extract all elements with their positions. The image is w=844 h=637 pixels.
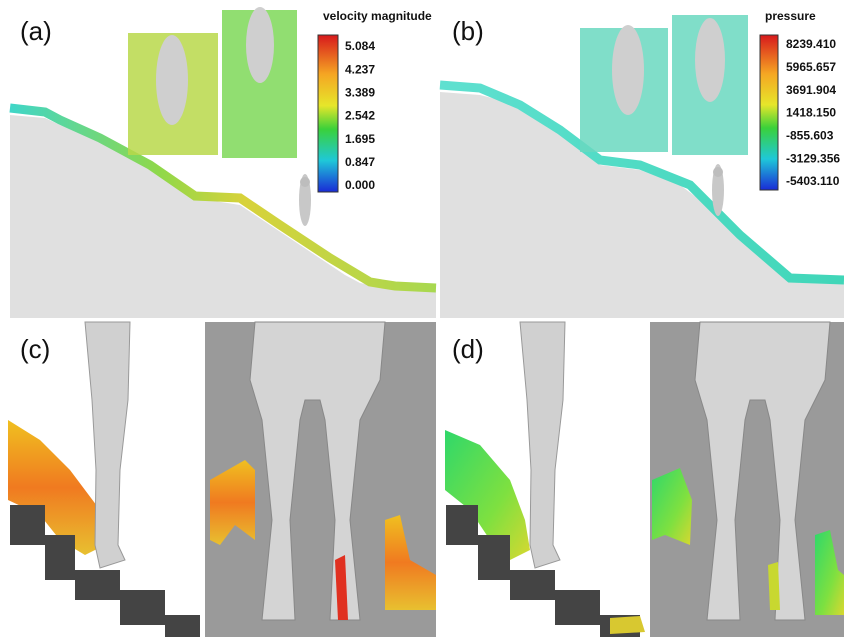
figure: (a) velocity magnitude 5.084 4.237 3.389 2.… bbox=[0, 0, 844, 637]
colorbar-label: -5403.110 bbox=[786, 174, 840, 188]
colorbar-label: 2.542 bbox=[345, 109, 375, 123]
panel-a: (a) velocity magnitude 5.084 4.237 3.389 2.… bbox=[0, 0, 436, 320]
panel-label: (c) bbox=[20, 334, 50, 364]
colorbar-label: 4.237 bbox=[345, 62, 375, 76]
inset-human bbox=[612, 25, 644, 115]
colorbar-title: pressure bbox=[765, 9, 816, 23]
colorbar-label: 5965.657 bbox=[786, 60, 836, 74]
colorbar bbox=[318, 35, 338, 192]
panel-label: (a) bbox=[20, 16, 52, 46]
colorbar-label: 0.847 bbox=[345, 155, 375, 169]
flow-patch bbox=[768, 562, 780, 610]
panel-d: (d) bbox=[438, 322, 844, 637]
inset-human bbox=[156, 35, 188, 125]
colorbar-label: 1418.150 bbox=[786, 106, 836, 120]
panel-c: (c) bbox=[0, 322, 436, 637]
inset-human bbox=[246, 7, 274, 83]
colorbar-label: -855.603 bbox=[786, 129, 834, 143]
flow-patch bbox=[610, 616, 645, 634]
colorbar-label: 8239.410 bbox=[786, 37, 836, 51]
colorbar bbox=[760, 35, 778, 190]
panel-label: (b) bbox=[452, 16, 484, 46]
colorbar-label: 3691.904 bbox=[786, 83, 836, 97]
colorbar-label: 5.084 bbox=[345, 39, 375, 53]
colorbar-label: 0.000 bbox=[345, 178, 375, 192]
colorbar-label: 1.695 bbox=[345, 132, 375, 146]
colorbar-title: velocity magnitude bbox=[323, 9, 432, 23]
panel-label: (d) bbox=[452, 334, 484, 364]
panel-b: (b) pressure 8239.410 5965.657 3691.904 141… bbox=[438, 0, 844, 320]
colorbar-label: -3129.356 bbox=[786, 151, 840, 165]
human-head bbox=[713, 167, 723, 177]
colorbar-label: 3.389 bbox=[345, 86, 375, 100]
inset-human bbox=[695, 18, 725, 102]
human-head bbox=[300, 177, 310, 187]
